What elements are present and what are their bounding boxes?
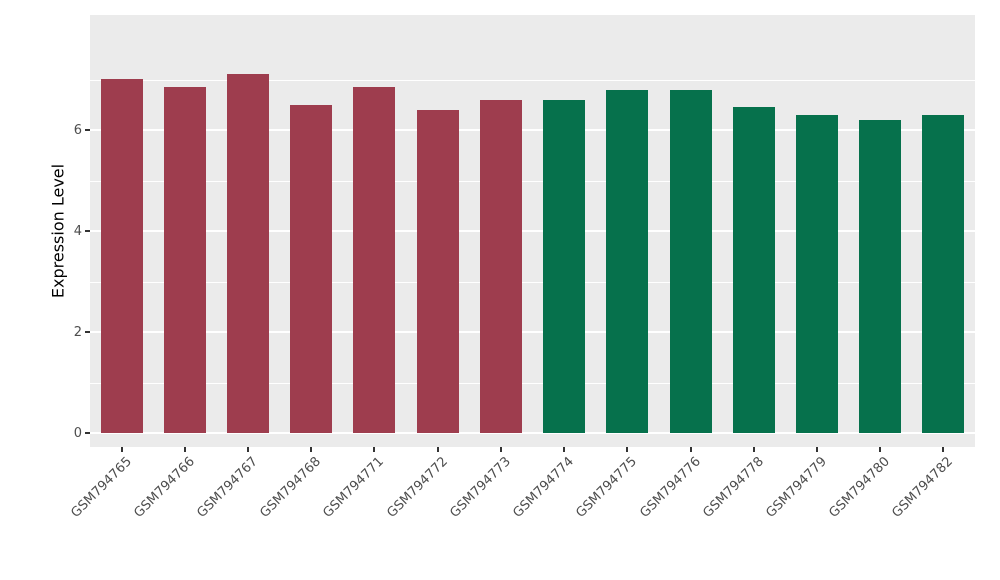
gridline-minor: [90, 79, 975, 81]
bar: [670, 90, 712, 433]
x-tick-mark: [626, 447, 629, 452]
gridline-major: [90, 129, 975, 131]
bar: [922, 115, 964, 433]
bar: [543, 100, 585, 433]
x-tick-mark: [752, 447, 755, 452]
x-tick-mark: [563, 447, 566, 452]
x-tick-mark: [942, 447, 945, 452]
plot-panel: [90, 15, 975, 447]
y-tick-label: 6: [73, 122, 82, 138]
gridline-major: [90, 432, 975, 434]
x-tick-mark: [247, 447, 250, 452]
bar: [290, 105, 332, 433]
bar: [164, 87, 206, 433]
bar: [417, 110, 459, 433]
x-tick-mark: [310, 447, 313, 452]
gridline-major: [90, 230, 975, 232]
bar: [101, 79, 143, 433]
bar: [480, 100, 522, 433]
bar: [353, 87, 395, 433]
y-tick-label: 0: [73, 425, 82, 441]
bar: [606, 90, 648, 433]
x-tick-mark: [183, 447, 186, 452]
gridline-minor: [90, 382, 975, 384]
y-tick-mark: [85, 129, 90, 131]
gridline-minor: [90, 281, 975, 283]
gridline-major: [90, 331, 975, 333]
x-tick-mark: [815, 447, 818, 452]
y-tick-mark: [85, 331, 90, 333]
x-tick-mark: [373, 447, 376, 452]
x-tick-mark: [689, 447, 692, 452]
x-tick-mark: [879, 447, 882, 452]
y-tick-mark: [85, 432, 90, 434]
x-tick-mark: [436, 447, 439, 452]
gridline-minor: [90, 180, 975, 182]
bar: [859, 120, 901, 433]
bar: [733, 107, 775, 433]
y-tick-label: 2: [73, 324, 82, 340]
x-tick-mark: [499, 447, 502, 452]
bar: [227, 74, 269, 433]
y-tick-label: 4: [73, 223, 82, 239]
y-tick-mark: [85, 230, 90, 232]
x-tick-mark: [120, 447, 123, 452]
bar: [796, 115, 838, 433]
